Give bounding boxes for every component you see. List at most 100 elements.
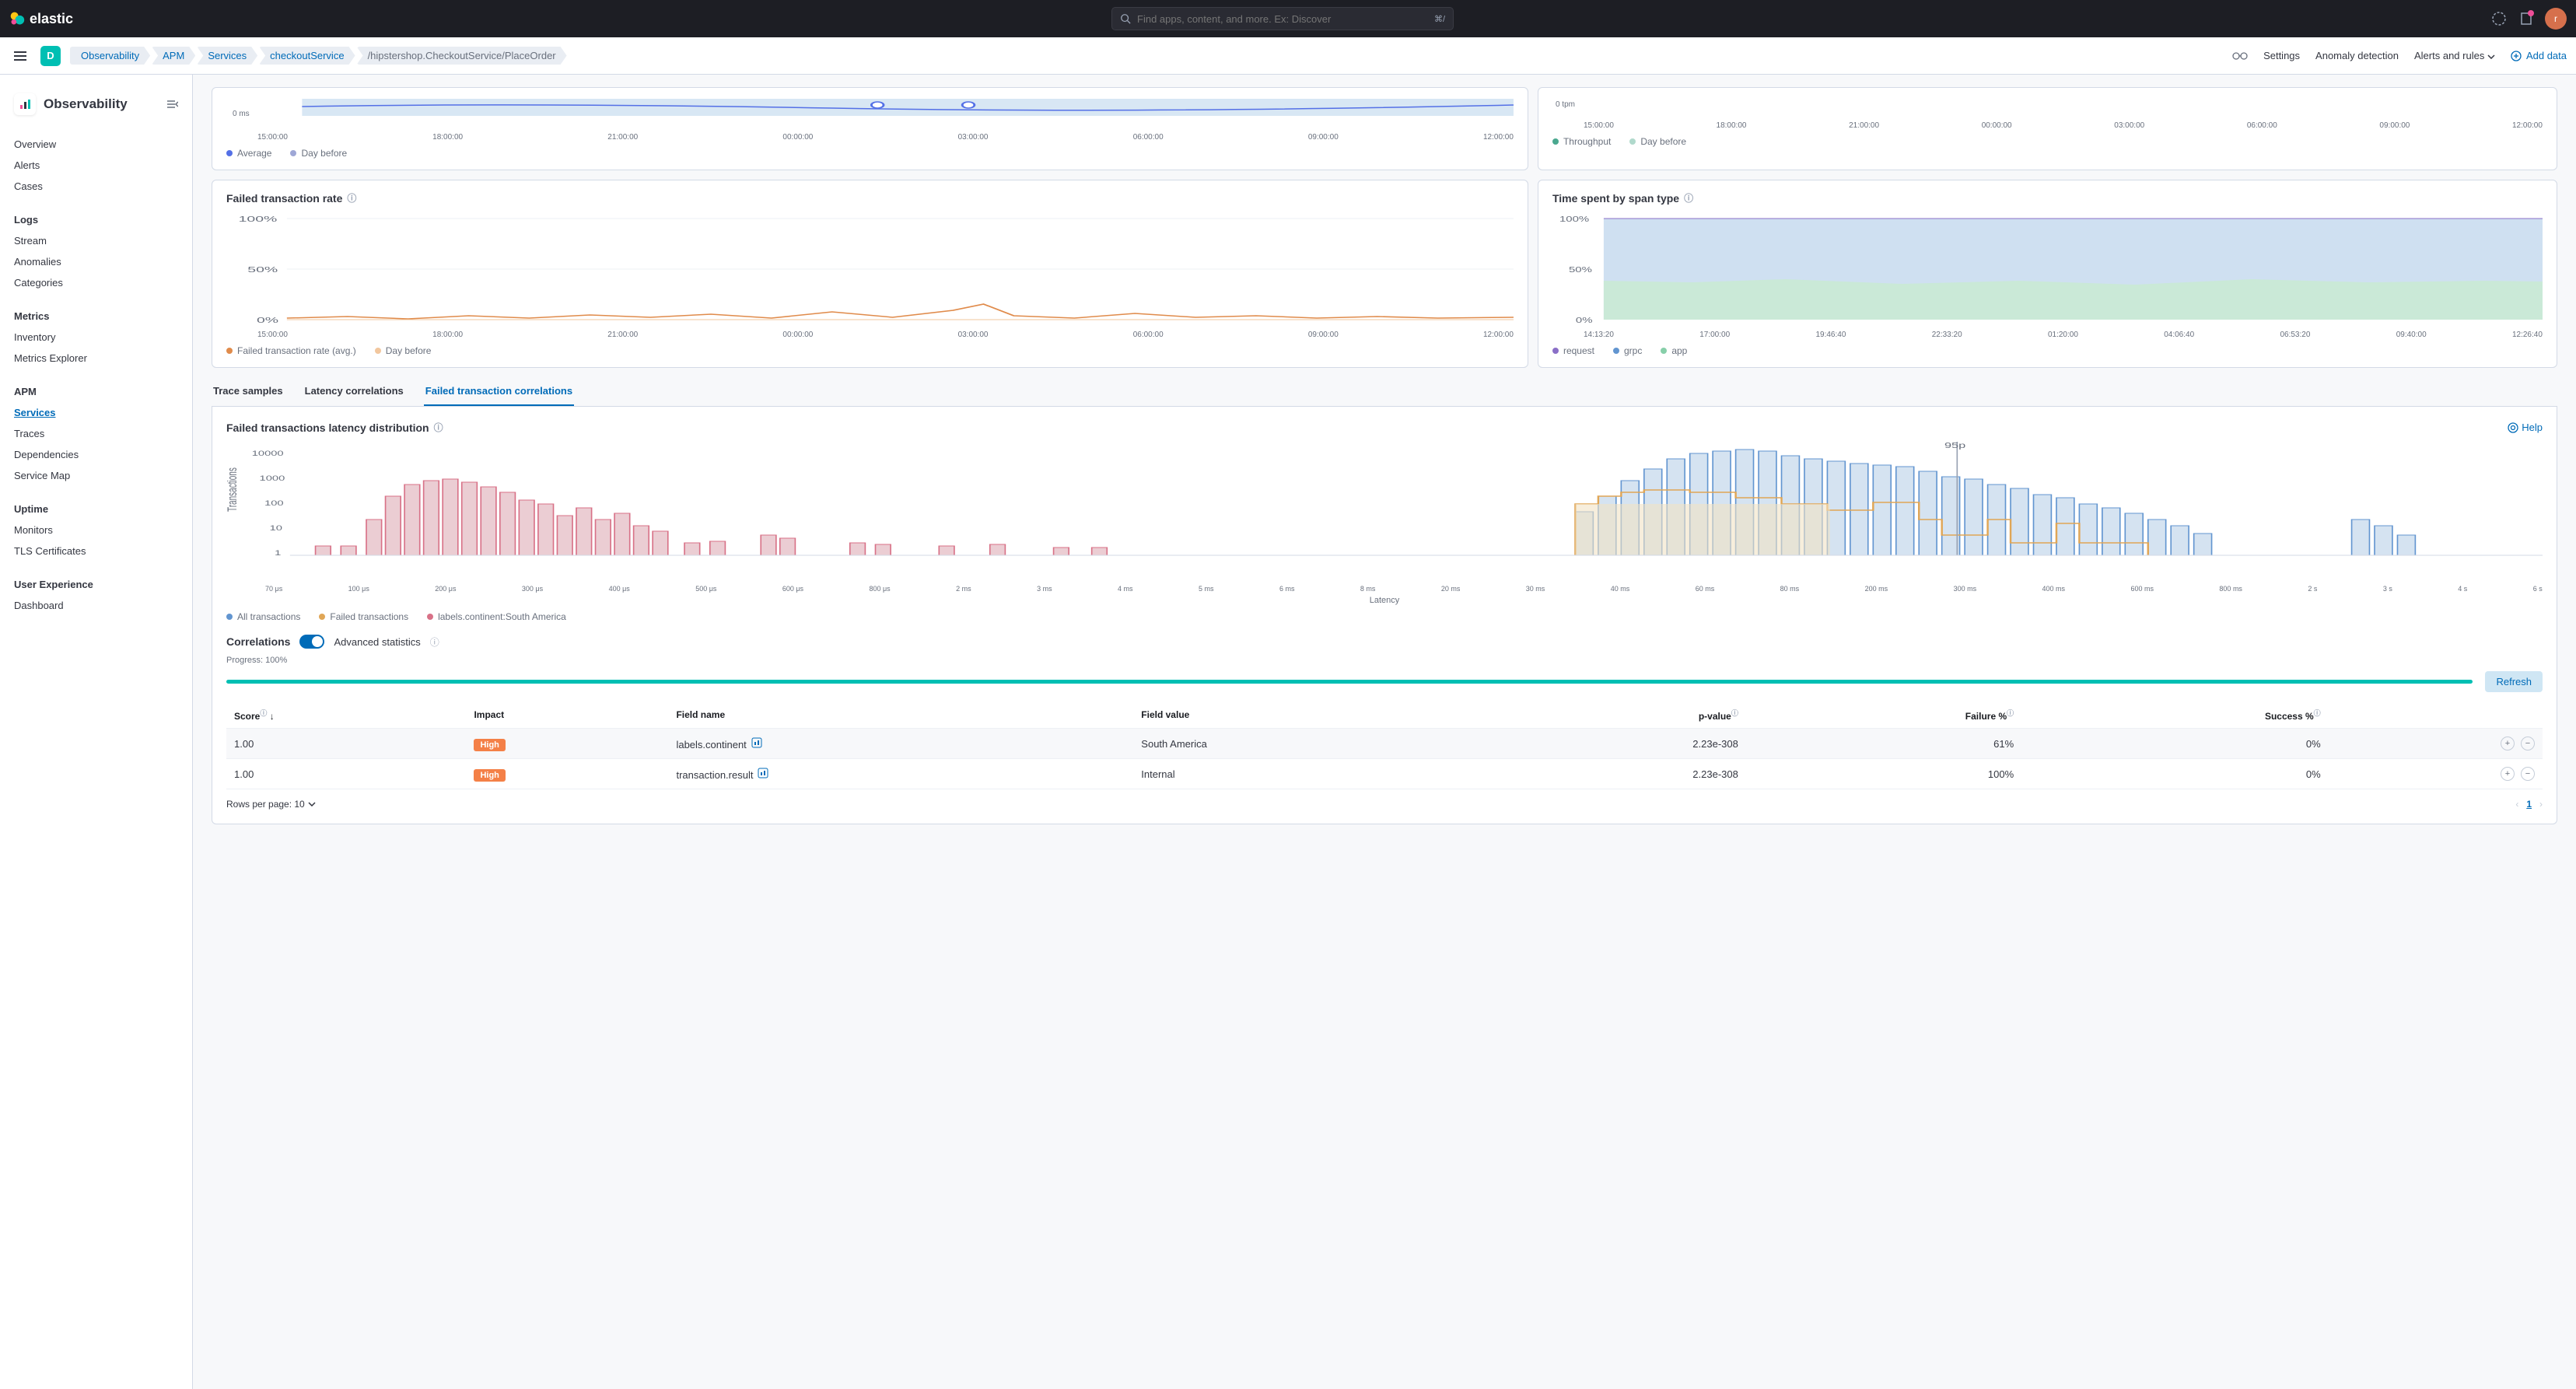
tab-failed-correlations[interactable]: Failed transaction correlations — [424, 377, 574, 406]
next-page[interactable]: › — [2539, 799, 2543, 810]
sidebar: Observability OverviewAlertsCases LogsStr… — [0, 75, 193, 1389]
correlations-title: Correlations — [226, 635, 290, 648]
notification-dot — [2528, 10, 2534, 16]
advanced-stats-toggle[interactable] — [299, 635, 324, 649]
sidebar-item-overview[interactable]: Overview — [0, 134, 192, 155]
sidebar-item-service-map[interactable]: Service Map — [0, 465, 192, 486]
breadcrumb-services[interactable]: Services — [197, 47, 257, 65]
advanced-stats-label: Advanced statistics — [334, 636, 420, 648]
sidebar-item-dependencies[interactable]: Dependencies — [0, 444, 192, 465]
page-number[interactable]: 1 — [2526, 799, 2532, 810]
col-impact[interactable]: Impact — [466, 701, 668, 729]
info-icon[interactable]: ⓘ — [1684, 191, 1693, 205]
sidebar-item-anomalies[interactable]: Anomalies — [0, 251, 192, 272]
global-search[interactable]: ⌘/ — [1111, 7, 1454, 30]
throughput-panel: 0 tpm 15:00:0018:00:0021:00:0000:00:0003… — [1538, 87, 2557, 170]
user-avatar[interactable]: r — [2545, 8, 2567, 30]
table-row[interactable]: 1.00 High transaction.result Internal 2.… — [226, 759, 2543, 789]
sidebar-item-inventory[interactable]: Inventory — [0, 327, 192, 348]
sidebar-item-traces[interactable]: Traces — [0, 423, 192, 444]
sidebar-collapse-icon[interactable] — [167, 100, 178, 109]
alerts-link[interactable]: Alerts and rules — [2414, 50, 2495, 61]
search-input[interactable] — [1137, 13, 1428, 25]
help-link[interactable]: Help — [2508, 422, 2543, 433]
inspect-icon[interactable] — [2232, 51, 2248, 61]
search-wrap: ⌘/ — [73, 7, 2492, 30]
filter-out-icon[interactable]: − — [2521, 736, 2535, 750]
failed-rate-legend: Failed transaction rate (avg.) Day befor… — [226, 345, 1514, 356]
x-axis-labels: 15:00:0018:00:0021:00:0000:00:0003:00:00… — [1584, 121, 2543, 130]
latency-legend: Average Day before — [226, 148, 1514, 159]
table-row[interactable]: 1.00 High labels.continent South America… — [226, 729, 2543, 759]
plus-circle-icon — [2511, 51, 2522, 61]
svg-text:Transactions: Transactions — [226, 467, 240, 512]
span-type-legend: request grpc app — [1552, 345, 2543, 356]
filter-out-icon[interactable]: − — [2521, 767, 2535, 781]
expand-icon[interactable] — [751, 739, 762, 750]
subheader-right: Settings Anomaly detection Alerts and ru… — [2232, 50, 2567, 61]
info-icon[interactable]: ⓘ — [347, 191, 356, 205]
svg-text:95p: 95p — [1944, 442, 1965, 450]
add-data-link[interactable]: Add data — [2511, 50, 2567, 61]
sidebar-item-tls-certificates[interactable]: TLS Certificates — [0, 541, 192, 562]
span-type-panel: Time spent by span typeⓘ 100% 50% 0% 14:… — [1538, 180, 2557, 368]
sidebar-item-alerts[interactable]: Alerts — [0, 155, 192, 176]
correlations-panel: Failed transactions latency distribution… — [212, 407, 2557, 824]
sidebar-section-title: Uptime — [0, 499, 192, 520]
breadcrumbs: Observability APM Services checkoutServi… — [70, 47, 569, 65]
space-selector[interactable]: D — [40, 46, 61, 66]
help-icon[interactable] — [2492, 12, 2506, 26]
failed-rate-chart: 100% 50% 0% — [226, 211, 1514, 327]
col-failure[interactable]: Failure %ⓘ — [1746, 701, 2021, 729]
x-axis-labels: 15:00:0018:00:0021:00:0000:00:0003:00:00… — [257, 331, 1514, 339]
tab-latency-correlations[interactable]: Latency correlations — [303, 377, 405, 406]
col-field-name[interactable]: Field name — [668, 701, 1133, 729]
sidebar-item-cases[interactable]: Cases — [0, 176, 192, 197]
throughput-legend: Throughput Day before — [1552, 136, 2543, 147]
progress-bar — [226, 680, 2473, 684]
filter-in-icon[interactable]: + — [2501, 767, 2515, 781]
elastic-logo-icon — [9, 11, 25, 26]
col-score[interactable]: Scoreⓘ ↓ — [226, 701, 466, 729]
filter-in-icon[interactable]: + — [2501, 736, 2515, 750]
sidebar-item-dashboard[interactable]: Dashboard — [0, 595, 192, 616]
col-success[interactable]: Success %ⓘ — [2021, 701, 2329, 729]
breadcrumb-placeorder[interactable]: /hipstershop.CheckoutService/PlaceOrder — [357, 47, 567, 65]
span-type-chart: 100% 50% 0% — [1552, 211, 2543, 327]
sidebar-item-stream[interactable]: Stream — [0, 230, 192, 251]
rows-per-page[interactable]: Rows per page: 10 — [226, 799, 316, 810]
col-field-value[interactable]: Field value — [1133, 701, 1483, 729]
observability-icon — [14, 93, 36, 115]
newsfeed-icon[interactable] — [2518, 12, 2532, 26]
sidebar-title: Observability — [44, 96, 128, 112]
info-icon[interactable]: ⓘ — [434, 421, 443, 434]
pagination: ‹ 1 › — [2515, 799, 2543, 810]
svg-text:50%: 50% — [1569, 265, 1592, 275]
info-icon[interactable]: ⓘ — [430, 635, 439, 649]
sidebar-item-services[interactable]: Services — [0, 402, 192, 423]
svg-text:50%: 50% — [247, 266, 278, 275]
svg-text:10: 10 — [270, 524, 283, 532]
sidebar-section-title: Metrics — [0, 306, 192, 327]
sidebar-section-title: Logs — [0, 209, 192, 230]
settings-link[interactable]: Settings — [2263, 50, 2300, 61]
x-axis-labels: 70 μs100 μs200 μs300 μs400 μs500 μs600 μ… — [265, 585, 2543, 593]
col-pvalue[interactable]: p-valueⓘ — [1483, 701, 1746, 729]
failed-rate-panel: Failed transaction rateⓘ 100% 50% 0% 15:… — [212, 180, 1528, 368]
main-content: 0 ms 15:00:0018:00:0021:00:0000:00:0003:… — [193, 75, 2576, 1389]
breadcrumb-observability[interactable]: Observability — [70, 47, 150, 65]
nav-toggle-icon[interactable] — [9, 46, 31, 66]
refresh-button[interactable]: Refresh — [2485, 671, 2543, 692]
expand-icon[interactable] — [758, 769, 768, 781]
svg-text:100%: 100% — [1559, 215, 1589, 224]
breadcrumb-apm[interactable]: APM — [152, 47, 195, 65]
sidebar-item-metrics-explorer[interactable]: Metrics Explorer — [0, 348, 192, 369]
breadcrumb-checkout[interactable]: checkoutService — [259, 47, 355, 65]
sidebar-item-categories[interactable]: Categories — [0, 272, 192, 293]
tab-trace-samples[interactable]: Trace samples — [212, 377, 285, 406]
anomaly-link[interactable]: Anomaly detection — [2315, 50, 2399, 61]
topbar: elastic ⌘/ r — [0, 0, 2576, 37]
prev-page[interactable]: ‹ — [2515, 799, 2518, 810]
sidebar-item-monitors[interactable]: Monitors — [0, 520, 192, 541]
elastic-logo[interactable]: elastic — [9, 11, 73, 27]
